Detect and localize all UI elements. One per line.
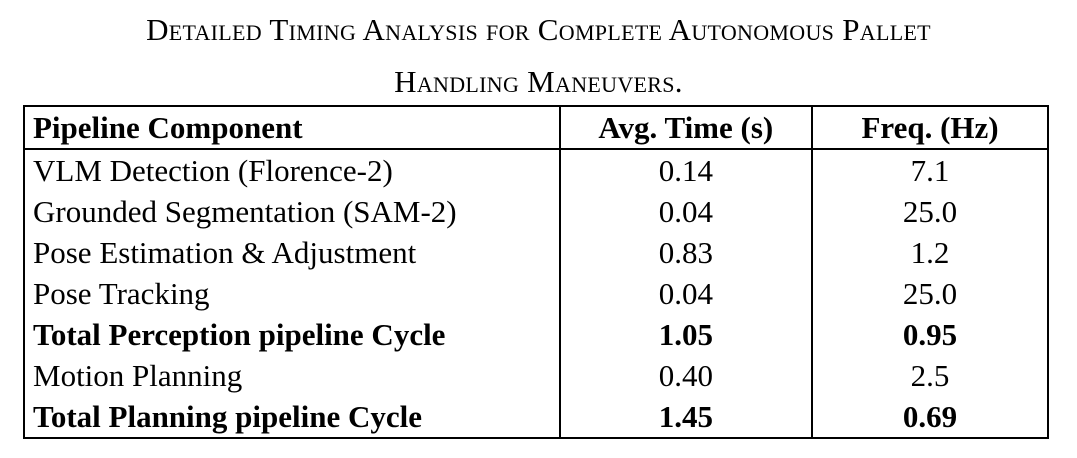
- cell-frequency: 7.1: [811, 149, 1049, 191]
- cell-avg-time: 0.04: [558, 273, 814, 314]
- cell-avg-time: 0.40: [558, 355, 814, 396]
- table-row: Pose Tracking 0.04 25.0: [23, 273, 1049, 314]
- table-caption-line-2: Handling Maneuvers.: [394, 64, 683, 99]
- cell-avg-time: 0.83: [558, 232, 814, 273]
- cell-frequency: 1.2: [811, 232, 1049, 273]
- cell-component: Total Perception pipeline Cycle: [23, 314, 561, 355]
- cell-avg-time: 1.45: [558, 396, 814, 439]
- header-frequency: Freq. (Hz): [811, 105, 1049, 150]
- cell-component: Grounded Segmentation (SAM-2): [23, 191, 561, 232]
- header-pipeline-component: Pipeline Component: [23, 105, 561, 150]
- table-caption-line-1: Detailed Timing Analysis for Complete Au…: [146, 12, 931, 47]
- cell-frequency: 0.95: [811, 314, 1049, 355]
- cell-avg-time: 0.14: [558, 149, 814, 191]
- cell-component: Pose Tracking: [23, 273, 561, 314]
- cell-component: Total Planning pipeline Cycle: [23, 396, 561, 439]
- header-avg-time: Avg. Time (s): [558, 105, 814, 150]
- cell-frequency: 25.0: [811, 273, 1049, 314]
- table-header-row: Pipeline Component Avg. Time (s) Freq. (…: [23, 105, 1049, 150]
- table-row: Grounded Segmentation (SAM-2) 0.04 25.0: [23, 191, 1049, 232]
- cell-component: VLM Detection (Florence-2): [23, 149, 561, 191]
- table-row: VLM Detection (Florence-2) 0.14 7.1: [23, 149, 1049, 191]
- cell-frequency: 25.0: [811, 191, 1049, 232]
- cell-component: Motion Planning: [23, 355, 561, 396]
- table-row-total-perception: Total Perception pipeline Cycle 1.05 0.9…: [23, 314, 1049, 355]
- cell-avg-time: 1.05: [558, 314, 814, 355]
- table-row-total-planning: Total Planning pipeline Cycle 1.45 0.69: [23, 396, 1049, 439]
- table-row: Motion Planning 0.40 2.5: [23, 355, 1049, 396]
- cell-frequency: 0.69: [811, 396, 1049, 439]
- cell-frequency: 2.5: [811, 355, 1049, 396]
- timing-table: Pipeline Component Avg. Time (s) Freq. (…: [23, 105, 1049, 439]
- table-row: Pose Estimation & Adjustment 0.83 1.2: [23, 232, 1049, 273]
- cell-avg-time: 0.04: [558, 191, 814, 232]
- cell-component: Pose Estimation & Adjustment: [23, 232, 561, 273]
